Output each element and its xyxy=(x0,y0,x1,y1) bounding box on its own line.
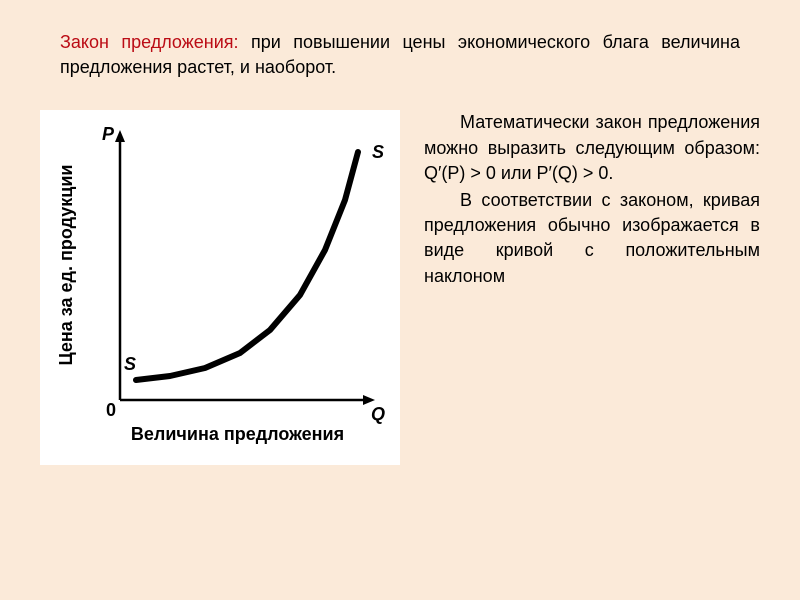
title-block: Закон предложения: при повышении цены эк… xyxy=(40,30,760,80)
svg-text:Q: Q xyxy=(371,404,385,424)
content-row: P Q 0 S S Цена за ед. продукции Величина предл… xyxy=(40,110,760,470)
svg-text:0: 0 xyxy=(106,400,116,420)
right-text: Математически закон предложения можно вы… xyxy=(424,110,760,290)
svg-text:S: S xyxy=(372,142,384,162)
law-name: Закон предложения: xyxy=(60,32,239,52)
paragraph-1: Математически закон предложения можно вы… xyxy=(424,110,760,186)
svg-text:Цена за ед. продукции: Цена за ед. продукции xyxy=(56,165,76,366)
svg-text:P: P xyxy=(102,124,115,144)
svg-text:Величина предложения: Величина предложения xyxy=(131,424,344,444)
supply-chart: P Q 0 S S Цена за ед. продукции Величина предл… xyxy=(40,110,400,470)
svg-text:S: S xyxy=(124,354,136,374)
paragraph-2: В соответствии с законом, кривая предлож… xyxy=(424,188,760,289)
chart-svg: P Q 0 S S Цена за ед. продукции Величина предл… xyxy=(40,110,400,465)
